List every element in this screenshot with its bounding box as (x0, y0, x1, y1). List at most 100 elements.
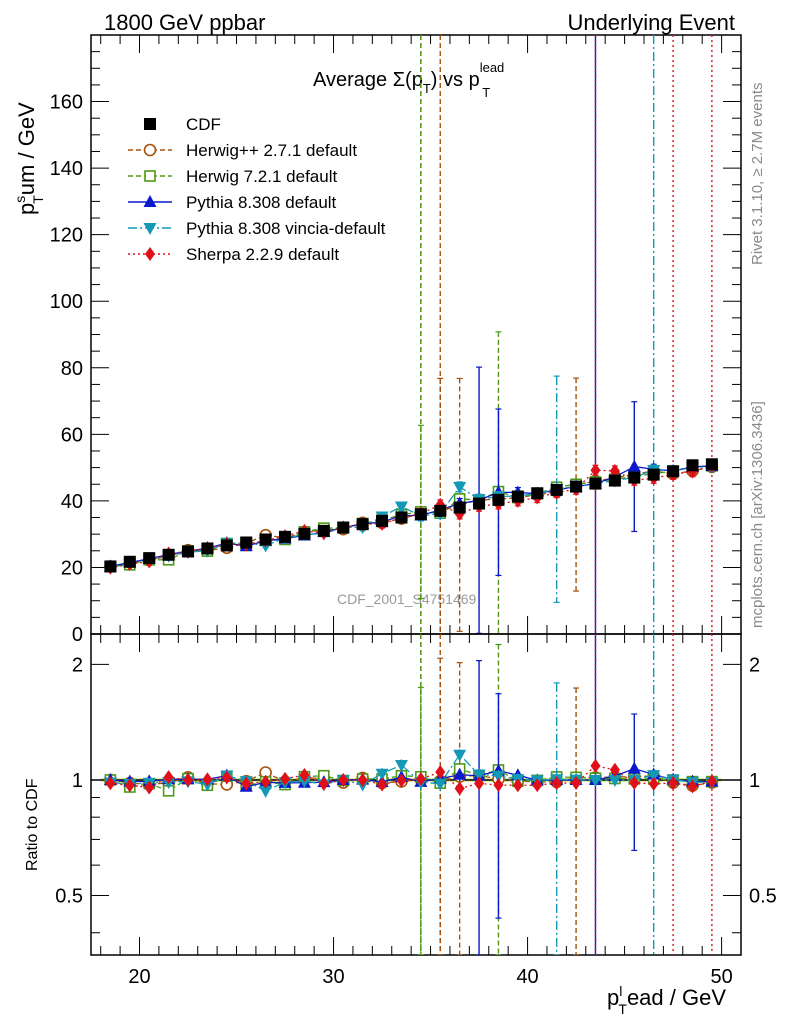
cdf-point (667, 465, 680, 478)
ratio-series-2 (104, 643, 718, 955)
series-line (110, 465, 712, 569)
ratio-point (454, 781, 465, 796)
main-y-tick-label: 120 (50, 225, 83, 247)
cdf-point (182, 545, 195, 558)
plot-title-sup2: lead (480, 60, 505, 75)
data-point (454, 506, 465, 521)
cdf-point (628, 471, 641, 484)
data-point (627, 459, 641, 472)
ratio-y-tick-label-right: 2 (749, 654, 760, 676)
cdf-point (550, 483, 563, 496)
legend-marker (144, 118, 156, 130)
x-label-sub: T (618, 1001, 627, 1017)
cdf-point (686, 459, 699, 472)
x-tick-label: 30 (322, 966, 344, 988)
ratio-y-label: Ratio to CDF (24, 778, 41, 871)
ratio-point (357, 772, 368, 787)
cdf-point (570, 480, 583, 493)
ratio-point (588, 774, 602, 787)
ratio-point (551, 776, 562, 791)
plot-title: Average Σ(pT) vs plead T (313, 60, 504, 100)
main-y-label-sub: T (30, 195, 46, 204)
plot-title-sub2: T (482, 85, 490, 100)
cdf-point (259, 533, 272, 546)
legend-marker (143, 223, 157, 235)
data-point (590, 463, 601, 478)
ratio-y-tick-label: 0.5 (55, 886, 83, 908)
ratio-point (627, 761, 641, 774)
ratio-point (687, 779, 698, 794)
cdf-point (395, 511, 408, 524)
cdf-point (705, 458, 718, 471)
ratio-point (706, 774, 717, 789)
header-right: Underlying Event (567, 10, 735, 35)
ratio-point (493, 778, 504, 793)
cdf-point (376, 514, 389, 527)
ratio-panel: 0.5 0.5 1 1 2 2 20 30 40 50 (55, 633, 777, 988)
main-y-tick-label: 60 (61, 424, 83, 446)
cdf-point (356, 518, 369, 531)
cdf-point (647, 468, 660, 481)
ratio-point (396, 773, 407, 788)
x-label-sup: l (619, 983, 622, 999)
ratio-point (124, 778, 135, 793)
ratio-point (609, 762, 620, 777)
main-y-label: ps Tum / GeV (12, 102, 46, 215)
x-tick-label: 50 (710, 966, 732, 988)
series-4 (103, 375, 719, 603)
plot-title-prefix: Average Σ(p (313, 69, 423, 91)
ratio-series-4 (103, 682, 719, 955)
ratio-point (532, 778, 543, 793)
ratio-series-5 (105, 758, 717, 796)
legend-label: Pythia 8.308 vincia-default (186, 219, 386, 238)
cdf-point (143, 552, 156, 565)
ratio-point (338, 772, 349, 787)
cdf-point (414, 508, 427, 521)
legend-label: Herwig 7.2.1 default (186, 167, 337, 186)
ratio-series-3 (103, 660, 719, 955)
ratio-point (144, 780, 155, 795)
ratio-point (590, 758, 601, 773)
ratio-y-tick-label-right: 1 (749, 770, 760, 792)
ratio-point (474, 776, 485, 791)
cdf-point (434, 504, 447, 517)
x-label: pl Tead / GeV (607, 983, 726, 1017)
cdf-point (240, 536, 253, 549)
main-y-tick-label: 0 (72, 624, 83, 646)
ratio-data (103, 634, 719, 955)
rivet-label: Rivet 3.1.10, ≥ 2.7M events (749, 83, 766, 266)
cdf-point (162, 548, 175, 561)
ratio-point (491, 770, 505, 783)
cdf-point (531, 487, 544, 500)
ratio-point (453, 749, 467, 762)
ratio-point (435, 765, 446, 780)
x-tick-label: 40 (516, 966, 538, 988)
legend-marker (144, 170, 156, 182)
ratio-point (105, 776, 116, 791)
main-y-tick-label: 80 (61, 358, 83, 380)
ratio-y-tick-label: 2 (72, 654, 83, 676)
ratio-point (299, 768, 310, 783)
ratio-point (375, 768, 389, 781)
ratio-y-tick-label-right: 0.5 (749, 886, 777, 908)
ratio-point (241, 776, 252, 791)
ratio-point (297, 776, 311, 789)
ratio-point (394, 759, 408, 772)
ratio-point (472, 769, 486, 782)
x-tick-label: 20 (128, 966, 150, 988)
x-label-rest: ead / GeV (627, 985, 726, 1010)
ratio-point (260, 774, 271, 789)
main-y-label-rest: um / GeV (14, 102, 39, 195)
data-point (394, 501, 408, 514)
ratio-point (318, 776, 329, 791)
legend: CDF Herwig++ 2.7.1 default Herwig 7.2.1 de… (128, 115, 386, 264)
main-y-tick-label: 40 (61, 491, 83, 513)
legend-label: Pythia 8.308 default (186, 193, 337, 212)
main-data (103, 35, 719, 634)
cdf-point (123, 555, 136, 568)
ratio-point (571, 776, 582, 791)
mcplots-label: mcplots.cern.ch [arXiv:1306.3436] (749, 401, 766, 628)
cdf-point (473, 497, 486, 510)
ratio-point (280, 771, 291, 786)
